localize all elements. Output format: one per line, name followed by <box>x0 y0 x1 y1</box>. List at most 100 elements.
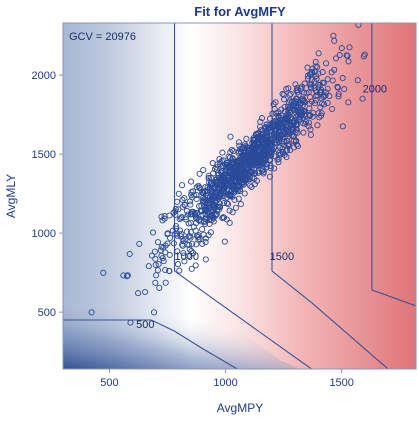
data-point <box>294 129 301 136</box>
data-point <box>206 204 213 211</box>
data-point <box>319 69 326 76</box>
data-point <box>216 192 223 199</box>
data-point <box>239 157 246 164</box>
data-point <box>181 195 188 202</box>
data-point <box>278 132 285 139</box>
data-point <box>142 288 149 296</box>
data-point <box>186 198 194 205</box>
data-point <box>309 113 316 120</box>
data-point <box>255 139 262 146</box>
data-point <box>335 93 342 100</box>
data-point <box>267 135 274 142</box>
y-tick-label: 2000 <box>32 70 56 82</box>
data-point <box>287 121 294 128</box>
data-point <box>253 150 260 157</box>
y-tick-label: 1000 <box>32 228 56 240</box>
data-point <box>293 95 300 102</box>
data-point <box>223 216 230 223</box>
data-point <box>194 234 202 241</box>
data-point <box>324 99 331 107</box>
data-point <box>202 188 209 195</box>
data-point <box>272 127 279 134</box>
data-point <box>200 197 207 205</box>
data-point <box>181 258 188 265</box>
data-point <box>298 85 305 92</box>
data-point <box>200 231 207 238</box>
data-point <box>170 240 177 247</box>
data-point <box>302 118 309 125</box>
data-point <box>315 50 322 57</box>
data-point <box>158 213 165 220</box>
data-point <box>320 79 327 87</box>
data-point <box>301 89 308 96</box>
data-point <box>154 239 162 246</box>
data-point <box>345 99 352 106</box>
data-point <box>192 262 199 269</box>
data-point <box>162 266 169 274</box>
data-point <box>179 203 186 210</box>
data-point <box>293 87 300 94</box>
data-point <box>174 261 182 268</box>
plot-frame <box>62 22 417 370</box>
data-point <box>213 166 221 173</box>
data-point <box>323 60 330 67</box>
data-point <box>279 140 286 147</box>
data-point <box>276 149 283 157</box>
data-point <box>300 108 307 115</box>
data-point <box>307 131 314 138</box>
data-point <box>243 135 250 142</box>
contour-label: 1500 <box>270 251 294 263</box>
data-point <box>236 175 243 182</box>
data-point <box>202 215 209 223</box>
data-point <box>210 204 218 211</box>
data-point <box>199 189 206 196</box>
data-point <box>226 193 234 200</box>
data-point <box>221 182 228 189</box>
data-point <box>280 91 287 98</box>
data-point <box>148 252 156 259</box>
data-point <box>271 118 278 125</box>
data-point <box>153 272 160 279</box>
data-point <box>283 116 291 124</box>
data-point <box>258 115 266 122</box>
data-point <box>306 111 313 118</box>
data-point <box>248 157 255 164</box>
data-point <box>171 231 178 238</box>
data-point <box>269 132 276 139</box>
data-point <box>185 252 192 260</box>
data-point <box>172 211 179 218</box>
data-point <box>269 147 276 154</box>
data-point <box>240 167 247 174</box>
data-point <box>266 115 274 122</box>
x-axis-label: AvgMPY <box>217 401 263 415</box>
data-point <box>334 83 341 90</box>
data-point <box>235 195 242 202</box>
data-point <box>346 44 353 51</box>
data-point <box>345 58 352 65</box>
data-point <box>218 190 225 197</box>
data-point <box>287 90 294 97</box>
data-point <box>178 215 185 222</box>
data-point <box>303 90 310 97</box>
data-point <box>179 182 186 189</box>
data-point <box>242 155 249 163</box>
data-point <box>267 165 274 172</box>
data-point <box>265 126 272 133</box>
data-point <box>201 219 208 226</box>
data-point <box>213 164 220 171</box>
data-point <box>202 256 209 263</box>
data-point <box>302 99 309 106</box>
data-point <box>231 189 238 196</box>
data-point <box>320 94 327 101</box>
data-point <box>283 116 290 123</box>
data-point <box>318 88 325 95</box>
data-point <box>188 208 195 215</box>
data-point <box>161 215 168 222</box>
data-point <box>232 204 239 211</box>
data-point <box>188 191 195 198</box>
data-point <box>290 144 297 151</box>
data-point <box>155 261 162 268</box>
data-point <box>229 209 236 216</box>
data-point <box>202 239 209 246</box>
